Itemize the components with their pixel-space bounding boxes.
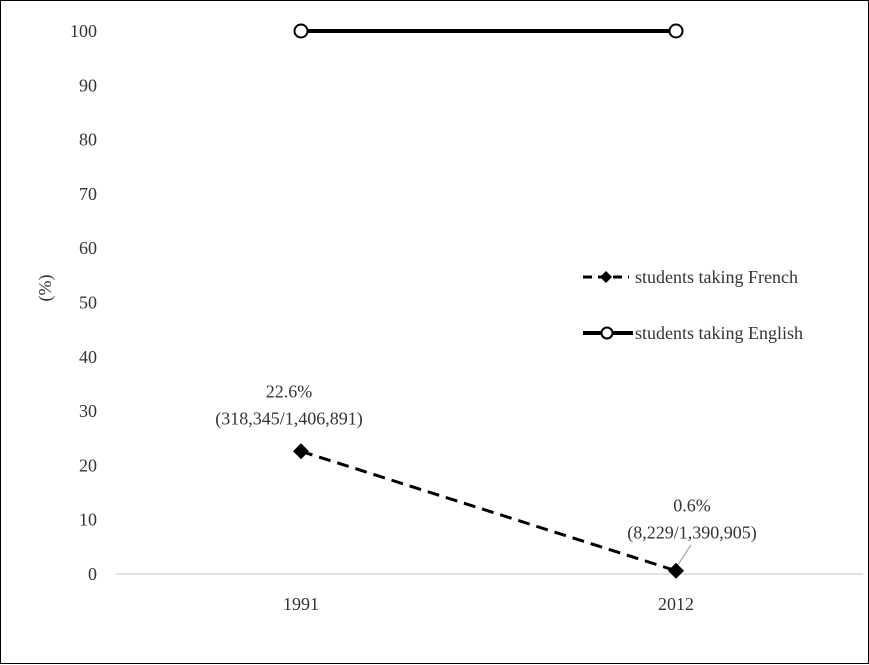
data-label-percent: 22.6% — [266, 381, 313, 401]
data-point-english — [293, 23, 309, 39]
series-line-french — [300, 449, 677, 573]
data-point-french — [293, 443, 309, 460]
y-tick-label: 80 — [79, 130, 97, 150]
y-tick-label: 30 — [79, 401, 97, 421]
data-label-leader-line — [677, 544, 692, 566]
y-tick-label: 20 — [79, 455, 97, 475]
data-point-french — [668, 562, 684, 579]
y-tick-label: 60 — [79, 238, 97, 258]
data-label-percent: 0.6% — [673, 496, 711, 516]
y-tick-label: 50 — [79, 293, 97, 313]
legend-label-french: students taking French — [635, 267, 798, 287]
y-tick-label: 10 — [79, 510, 97, 530]
legend-marker-french — [600, 271, 612, 283]
legend-label-english: students taking English — [635, 323, 803, 343]
x-tick-label: 2012 — [658, 594, 694, 614]
data-label-count: (8,229/1,390,905) — [627, 523, 757, 544]
y-tick-label: 0 — [88, 564, 97, 584]
x-tick-label: 1991 — [283, 594, 319, 614]
y-axis-label: (%) — [35, 275, 56, 302]
data-label-count: (318,345/1,406,891) — [215, 408, 363, 429]
y-tick-label: 70 — [79, 184, 97, 204]
y-tick-label: 90 — [79, 75, 97, 95]
y-tick-label: 100 — [70, 21, 97, 41]
data-point-english — [668, 23, 684, 39]
legend-marker-english — [600, 326, 614, 340]
y-tick-label: 40 — [79, 347, 97, 367]
